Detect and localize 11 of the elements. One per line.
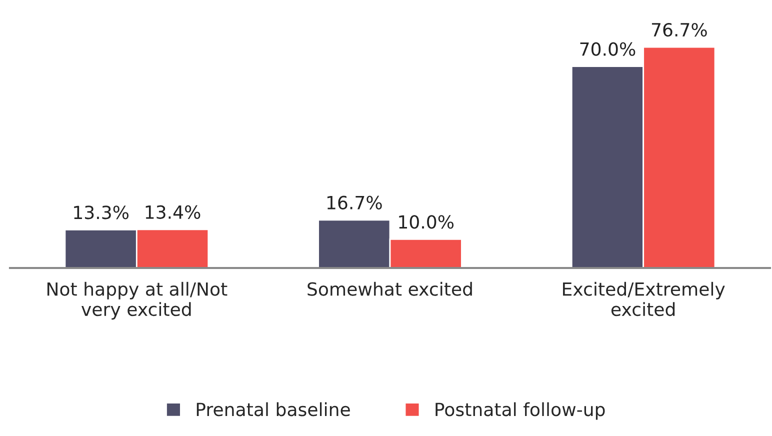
- legend-label: Postnatal follow-up: [436, 402, 605, 420]
- data-label: 13.3%: [74, 206, 129, 220]
- x-tick-label: Somewhat excited: [308, 282, 472, 296]
- x-tick-label: Not happy at all/Not very excited: [47, 282, 228, 320]
- data-label: 16.7%: [327, 196, 382, 210]
- data-label: 76.7%: [652, 22, 707, 37]
- data-label: 13.4%: [146, 205, 200, 219]
- x-tick-label: Excited/Extremely excited: [563, 282, 725, 316]
- legend-label: Prenatal baseline: [196, 402, 350, 416]
- data-label: 70.0%: [580, 42, 636, 56]
- data-label: 10.0%: [399, 215, 454, 229]
